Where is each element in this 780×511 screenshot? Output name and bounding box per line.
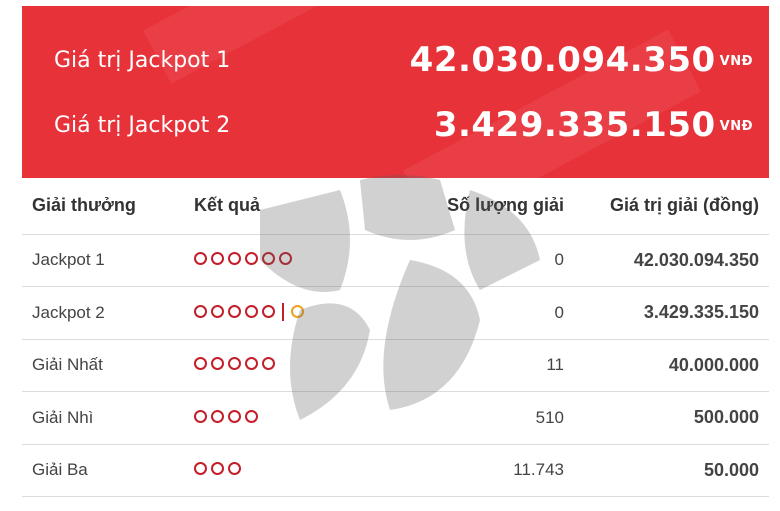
- jackpot-1-value: 42.030.094.350: [409, 40, 716, 80]
- ball-icon: [211, 409, 224, 423]
- result-cell: [184, 391, 404, 445]
- ball-icon: [245, 305, 258, 318]
- jackpot-2-amount: 3.429.335.150 VNĐ: [434, 105, 753, 145]
- ball-icon: [211, 305, 224, 318]
- ball-icon: [194, 462, 207, 476]
- ball-icon: [262, 357, 275, 371]
- table-header-row: Giải thưởng Kết quả Số lượng giải Giá tr…: [22, 178, 769, 235]
- header-result: Kết quả: [184, 178, 404, 235]
- prize-value: 42.030.094.350: [574, 234, 769, 287]
- separator-bar: [282, 302, 284, 321]
- prize-count: 510: [404, 391, 574, 445]
- result-cell: [184, 286, 404, 340]
- jackpot-1-label: Giá trị Jackpot 1: [54, 47, 231, 73]
- ball-icon: [194, 305, 207, 318]
- ball-icon: [228, 462, 241, 476]
- results-table: Giải thưởng Kết quả Số lượng giải Giá tr…: [22, 178, 769, 497]
- jackpot-banner: Giá trị Jackpot 1 42.030.094.350 VNĐ Giá …: [22, 6, 769, 178]
- prize-name: Giải Ba: [22, 444, 184, 497]
- header-value: Giá trị giải (đồng): [574, 178, 769, 235]
- jackpot-1-unit: VNĐ: [719, 54, 753, 69]
- ball-icon: [211, 252, 224, 266]
- table-row: Giải Ba 11.743 50.000: [22, 444, 769, 497]
- prize-count: 0: [404, 286, 574, 340]
- result-balls: [194, 409, 258, 423]
- result-balls: [194, 252, 292, 266]
- result-balls: [194, 462, 241, 476]
- ball-icon: [228, 305, 241, 318]
- ball-icon: [228, 357, 241, 371]
- header-count: Số lượng giải: [404, 178, 574, 235]
- prize-count: 0: [404, 234, 574, 287]
- prize-name: Giải Nhì: [22, 391, 184, 445]
- ball-icon: [279, 252, 292, 266]
- ball-icon: [245, 409, 258, 423]
- table-row: Giải Nhì 510 500.000: [22, 391, 769, 445]
- prize-value: 50.000: [574, 444, 769, 497]
- ball-icon: [262, 305, 275, 318]
- ball-icon: [194, 409, 207, 423]
- ball-icon: [228, 409, 241, 423]
- jackpot-2-row: Giá trị Jackpot 2 3.429.335.150 VNĐ: [22, 95, 769, 155]
- result-cell: [184, 339, 404, 392]
- jackpot-1-amount: 42.030.094.350 VNĐ: [410, 40, 753, 80]
- prize-count: 11: [404, 339, 574, 392]
- result-balls: [194, 357, 275, 371]
- table-row: Jackpot 1 0 42.030.094.350: [22, 234, 769, 287]
- prize-value: 3.429.335.150: [574, 286, 769, 340]
- ball-icon: [211, 462, 224, 476]
- jackpot-2-value: 3.429.335.150: [433, 105, 716, 145]
- ball-icon: [211, 357, 224, 371]
- prize-name: Jackpot 2: [22, 286, 184, 340]
- special-ball-icon: [291, 305, 304, 318]
- ball-icon: [194, 252, 207, 266]
- prize-value: 40.000.000: [574, 339, 769, 392]
- ball-icon: [228, 252, 241, 266]
- prize-name: Jackpot 1: [22, 234, 184, 287]
- ball-icon: [245, 357, 258, 371]
- result-cell: [184, 444, 404, 497]
- table-row: Jackpot 2 0 3.429.335.150: [22, 286, 769, 340]
- jackpot-2-label: Giá trị Jackpot 2: [54, 112, 231, 138]
- table-row: Giải Nhất 11 40.000.000: [22, 339, 769, 392]
- result-balls: [194, 302, 304, 321]
- result-cell: [184, 234, 404, 287]
- ball-icon: [245, 252, 258, 266]
- results-body: Jackpot 1 0 42.030.094.350 Jackpot 2 0 3.429.…: [22, 234, 769, 497]
- prize-name: Giải Nhất: [22, 339, 184, 392]
- header-prize: Giải thưởng: [22, 178, 184, 235]
- jackpot-2-unit: VNĐ: [719, 119, 753, 134]
- prize-value: 500.000: [574, 391, 769, 445]
- prize-count: 11.743: [404, 444, 574, 497]
- jackpot-1-row: Giá trị Jackpot 1 42.030.094.350 VNĐ: [22, 30, 769, 90]
- ball-icon: [262, 252, 275, 266]
- ball-icon: [194, 357, 207, 371]
